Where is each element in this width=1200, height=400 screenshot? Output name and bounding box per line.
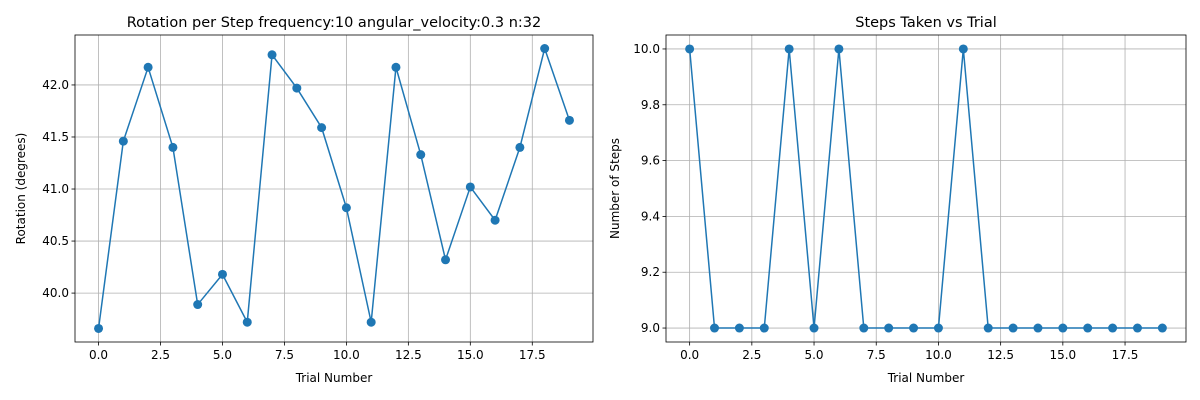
data-point [909,323,919,333]
y-tick-label: 9.8 [641,98,660,112]
data-point [341,203,351,213]
y-tick-label: 10.0 [633,42,660,56]
plot-frame [74,34,594,343]
data-point [859,323,869,333]
x-tick-label: 0.0 [89,348,108,362]
x-tick-label: 2.5 [742,348,761,362]
data-point [267,50,277,60]
data-point [1033,323,1043,333]
x-tick-label: 5.0 [804,348,823,362]
data-point [490,215,500,225]
data-point [465,182,475,192]
plot-frame [665,34,1187,343]
x-tick-label: 5.0 [213,348,232,362]
y-tick-label: 41.0 [42,182,69,196]
data-point [564,115,574,125]
data-point [118,136,128,146]
y-tick-label: 41.5 [42,130,69,144]
x-tick-label: 10.0 [333,348,360,362]
data-point [143,62,153,72]
data-point [933,323,943,333]
data-point [710,323,720,333]
y-tick-label: 9.4 [641,209,660,223]
x-tick-label: 17.5 [519,348,546,362]
steps-chart: Steps Taken vs Trial 0.0 2.5 5.0 7.5 10.0 12.… [608,15,1187,385]
data-point [1108,323,1118,333]
data-point [1058,323,1068,333]
x-tick-label: 10.0 [925,348,952,362]
y-axis-label: Number of Steps [608,138,622,239]
data-point [759,323,769,333]
x-tick-label: 15.0 [457,348,484,362]
y-tick-label: 42.0 [42,78,69,92]
chart-title: Rotation per Step frequency:10 angular_v… [127,15,541,31]
x-tick-label: 7.5 [867,348,886,362]
data-point [242,317,252,327]
x-tick-label: 12.5 [395,348,422,362]
data-point [366,317,376,327]
data-point [317,123,327,133]
x-tick-label: 0.0 [680,348,699,362]
x-tick-label: 15.0 [1049,348,1076,362]
chart-title: Steps Taken vs Trial [855,15,997,31]
y-tick-label: 40.5 [42,234,69,248]
data-point [884,323,894,333]
data-point [441,255,451,265]
data-point [809,323,819,333]
data-point [540,44,550,54]
x-tick-label: 7.5 [275,348,294,362]
data-point [1008,323,1018,333]
data-point [515,142,525,152]
data-point [834,44,844,54]
data-point [784,44,794,54]
y-axis-label: Rotation (degrees) [14,133,28,245]
data-point [958,44,968,54]
data-point [217,269,227,279]
rotation-chart: Rotation per Step frequency:10 angular_v… [14,15,594,385]
y-tick-label: 9.0 [641,321,660,335]
data-point [416,150,426,160]
x-tick-label: 17.5 [1112,348,1139,362]
data-point [983,323,993,333]
data-point [168,142,178,152]
data-point [734,323,744,333]
data-point [685,44,695,54]
data-point [292,83,302,93]
data-point [1157,323,1167,333]
y-tick-label: 40.0 [42,286,69,300]
x-tick-label: 12.5 [987,348,1014,362]
y-tick-label: 9.2 [641,265,660,279]
x-tick-label: 2.5 [151,348,170,362]
data-point [391,62,401,72]
data-point [193,300,203,310]
data-point [1132,323,1142,333]
data-point [1083,323,1093,333]
series-line [97,45,571,329]
y-tick-label: 9.6 [641,154,660,168]
data-point [94,323,104,333]
x-axis-label: Trial Number [887,371,965,385]
x-axis-label: Trial Number [295,371,373,385]
